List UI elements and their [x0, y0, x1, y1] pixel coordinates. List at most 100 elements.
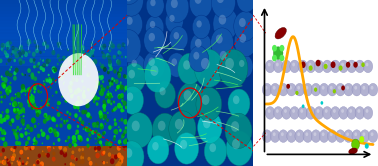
Circle shape — [76, 91, 78, 94]
Circle shape — [77, 41, 79, 44]
Circle shape — [63, 83, 64, 85]
Circle shape — [189, 0, 212, 18]
Circle shape — [75, 78, 79, 82]
Circle shape — [124, 138, 129, 144]
Circle shape — [56, 144, 57, 146]
Circle shape — [43, 119, 46, 124]
Circle shape — [94, 95, 98, 101]
Circle shape — [22, 74, 24, 76]
Circle shape — [57, 138, 60, 142]
Circle shape — [276, 109, 279, 113]
Circle shape — [13, 101, 17, 106]
Circle shape — [10, 96, 14, 101]
Circle shape — [344, 83, 353, 96]
FancyBboxPatch shape — [0, 24, 127, 37]
Circle shape — [10, 57, 12, 60]
Circle shape — [109, 41, 113, 46]
Circle shape — [64, 151, 66, 154]
Circle shape — [81, 51, 83, 53]
Circle shape — [331, 61, 336, 68]
Circle shape — [29, 127, 33, 132]
Circle shape — [98, 71, 100, 73]
Circle shape — [83, 57, 87, 62]
Circle shape — [24, 52, 28, 57]
Circle shape — [59, 101, 61, 105]
Circle shape — [67, 62, 70, 65]
Circle shape — [166, 0, 189, 23]
Circle shape — [88, 133, 91, 137]
Circle shape — [341, 109, 344, 113]
Circle shape — [124, 90, 125, 92]
Circle shape — [112, 109, 114, 112]
Circle shape — [61, 75, 63, 78]
Circle shape — [152, 113, 178, 147]
Circle shape — [169, 27, 188, 51]
FancyBboxPatch shape — [0, 21, 127, 34]
Circle shape — [333, 63, 336, 66]
Circle shape — [36, 159, 40, 164]
Circle shape — [65, 95, 67, 97]
Circle shape — [121, 94, 122, 96]
Circle shape — [96, 102, 99, 106]
Circle shape — [108, 144, 112, 148]
Circle shape — [295, 91, 299, 95]
Circle shape — [85, 103, 90, 109]
Circle shape — [87, 88, 89, 91]
Circle shape — [23, 155, 26, 158]
Circle shape — [10, 156, 14, 160]
Circle shape — [25, 74, 26, 76]
Circle shape — [88, 72, 91, 76]
Circle shape — [322, 60, 332, 73]
Circle shape — [103, 52, 105, 55]
Circle shape — [0, 161, 3, 164]
Circle shape — [105, 141, 109, 146]
Circle shape — [75, 129, 79, 134]
Circle shape — [11, 46, 15, 50]
Circle shape — [14, 102, 18, 107]
Circle shape — [129, 70, 135, 79]
Circle shape — [40, 164, 42, 166]
Circle shape — [101, 51, 104, 54]
Circle shape — [12, 149, 15, 153]
Circle shape — [39, 83, 42, 87]
Circle shape — [48, 74, 50, 76]
Circle shape — [43, 83, 46, 86]
Circle shape — [268, 109, 271, 113]
Circle shape — [354, 86, 357, 90]
Circle shape — [9, 103, 11, 105]
Circle shape — [216, 35, 223, 43]
Circle shape — [28, 44, 29, 46]
Circle shape — [95, 143, 97, 144]
Circle shape — [101, 75, 104, 80]
Circle shape — [46, 135, 50, 140]
Circle shape — [52, 78, 54, 81]
Circle shape — [95, 130, 98, 134]
Circle shape — [17, 110, 21, 115]
Circle shape — [25, 143, 28, 147]
Circle shape — [284, 63, 287, 66]
Circle shape — [35, 107, 39, 111]
Circle shape — [109, 85, 111, 87]
Circle shape — [273, 132, 276, 136]
Circle shape — [44, 115, 46, 118]
Circle shape — [77, 135, 82, 140]
Circle shape — [63, 73, 64, 75]
Circle shape — [102, 131, 105, 135]
Ellipse shape — [349, 148, 358, 154]
Circle shape — [34, 42, 36, 44]
Circle shape — [118, 140, 121, 144]
Circle shape — [31, 94, 33, 96]
Circle shape — [66, 111, 69, 114]
Circle shape — [67, 56, 70, 60]
Circle shape — [73, 66, 78, 72]
Circle shape — [40, 58, 41, 60]
Circle shape — [11, 74, 13, 76]
Circle shape — [109, 82, 112, 86]
FancyBboxPatch shape — [0, 1, 127, 19]
Circle shape — [120, 85, 124, 90]
Circle shape — [42, 64, 43, 67]
Circle shape — [33, 107, 34, 109]
Circle shape — [94, 144, 96, 146]
Circle shape — [289, 132, 292, 136]
Circle shape — [2, 49, 3, 52]
